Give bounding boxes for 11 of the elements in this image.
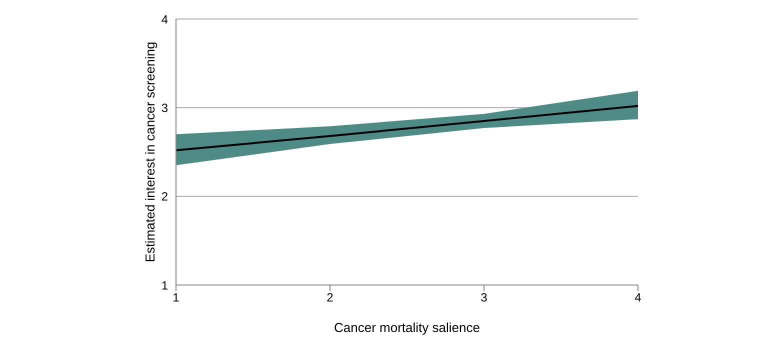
line-series bbox=[176, 104, 638, 152]
x-tick-label: 3 bbox=[480, 290, 488, 305]
x-tick-label: 1 bbox=[172, 290, 180, 305]
y-tick-label: 2 bbox=[161, 190, 168, 204]
x-tick-label: 4 bbox=[634, 290, 642, 305]
y-tick-label: 3 bbox=[161, 100, 168, 115]
y-axis-title: Estimated interest in cancer screening bbox=[142, 42, 158, 262]
y-tick-label: 4 bbox=[161, 12, 168, 26]
x-axis-title: Cancer mortality salience bbox=[334, 320, 480, 335]
y-tick-label: 1 bbox=[161, 278, 168, 292]
x-tick-label: 2 bbox=[326, 290, 334, 305]
